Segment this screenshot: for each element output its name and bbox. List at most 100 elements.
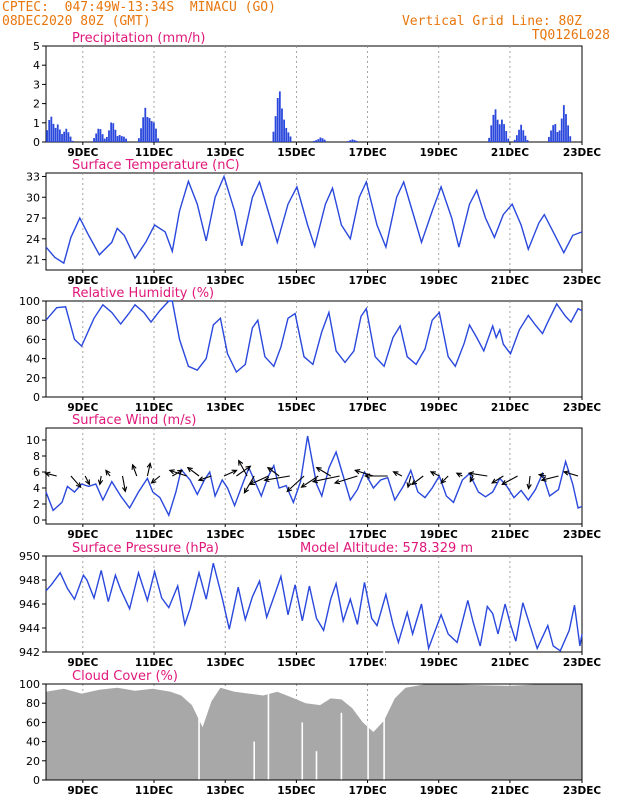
wind-arrow-head — [353, 469, 361, 475]
precip-bar — [105, 136, 108, 142]
precip-bar — [550, 130, 552, 142]
precip-bar — [524, 135, 527, 142]
x-tick-label: 15DEC — [277, 785, 316, 797]
y-tick-label: 3 — [33, 78, 40, 91]
wind-arrow — [151, 475, 161, 484]
y-tick-label: 0 — [33, 391, 40, 404]
wind-arrow-head — [197, 476, 204, 482]
time-header: 08DEC2020 80Z (GMT) — [2, 14, 151, 29]
y-tick-label: 80 — [26, 697, 40, 710]
precip-bar — [118, 134, 121, 142]
wind-arrow-head — [526, 483, 532, 490]
x-tick-label: 15DEC — [277, 147, 316, 159]
wind-arrow-head — [75, 482, 82, 489]
precip-bar — [155, 128, 157, 142]
precip-bar — [148, 118, 151, 142]
x-tick-label: 13DEC — [206, 657, 245, 669]
y-tick-label: 20 — [26, 755, 40, 768]
precip-bar — [150, 121, 153, 142]
precip-bar — [48, 120, 51, 142]
precip-bar — [97, 128, 100, 142]
precip-bar — [56, 124, 59, 142]
wind-arrow-head — [105, 469, 111, 476]
series-line — [45, 563, 583, 652]
precip-bar — [317, 139, 320, 142]
x-tick-label: 9DEC — [67, 529, 98, 541]
y-tick-label: 10 — [26, 434, 40, 447]
precip-bar — [63, 131, 66, 142]
y-tick-label: 100 — [19, 678, 40, 691]
wind-arrow — [169, 469, 187, 477]
precip-bar — [276, 97, 279, 142]
precip-bar — [554, 124, 557, 142]
wind-arrow-head — [121, 486, 128, 493]
precip-bar — [565, 114, 567, 142]
y-tick-label: 6 — [33, 466, 40, 479]
x-tick-label: 11DEC — [135, 785, 174, 797]
precip-bar — [323, 139, 326, 142]
wind-arrow-head — [231, 469, 238, 475]
y-tick-label: 8 — [33, 450, 40, 463]
series-line — [45, 435, 583, 518]
station-header: CPTEC: 047:49W-13:34S MINACU (GO) — [2, 0, 276, 15]
x-tick-label: 23DEC — [563, 147, 602, 159]
wind-arrow — [301, 475, 319, 488]
cloud-gap — [383, 636, 385, 780]
precip-bar — [496, 119, 499, 142]
wind-arrow-head — [501, 479, 508, 485]
precip-bar — [272, 131, 275, 142]
wind-arrow — [243, 475, 255, 494]
wind-arrow-head — [440, 478, 447, 484]
x-tick-label: 19DEC — [420, 275, 459, 287]
x-tick-label: 13DEC — [206, 529, 245, 541]
precip-bar — [137, 138, 140, 142]
cloud-gap — [315, 751, 318, 780]
precip-bar — [351, 139, 354, 142]
precip-bar — [95, 133, 98, 142]
cloud-gap — [198, 703, 200, 780]
wind-arrow — [84, 475, 90, 485]
precip-bar — [319, 137, 322, 142]
y-tick-label: 0 — [33, 514, 40, 527]
y-tick-label: 942 — [19, 646, 40, 659]
x-tick-label: 13DEC — [206, 402, 245, 414]
wind-arrow — [312, 475, 340, 483]
y-tick-label: 948 — [19, 574, 40, 587]
x-tick-label: 13DEC — [206, 785, 245, 797]
y-tick-label: 24 — [26, 233, 40, 246]
cloud-area — [46, 684, 582, 780]
wind-arrow-head — [537, 472, 545, 479]
precip-bar — [287, 132, 290, 142]
wind-arrow — [411, 475, 424, 485]
panel-title: Surface Pressure (hPa) — [72, 541, 219, 556]
wind-arrow — [528, 475, 531, 489]
panel-title: Precipitation (mm/h) — [72, 31, 205, 46]
precip-bar — [562, 105, 565, 142]
wind-arrow — [267, 467, 280, 477]
precip-bar — [556, 132, 559, 142]
precip-bar — [515, 135, 518, 142]
wind-arrow — [198, 475, 212, 481]
precip-bar — [112, 123, 115, 142]
x-tick-label: 21DEC — [491, 657, 530, 669]
series-line — [45, 300, 583, 374]
precip-bar — [108, 130, 110, 142]
wind-arrow — [132, 464, 138, 477]
y-tick-label: 950 — [19, 550, 40, 563]
wind-arrow — [355, 469, 374, 477]
wind-arrow-head — [491, 478, 498, 484]
precip-bar — [520, 124, 523, 142]
wind-arrow — [223, 469, 237, 477]
wind-arrow — [250, 475, 269, 485]
x-tick-label: 13DEC — [206, 275, 245, 287]
wind-arrow-head — [177, 469, 184, 475]
y-tick-label: 1 — [33, 117, 40, 130]
wind-arrow-head — [300, 482, 307, 488]
x-tick-label: 21DEC — [491, 402, 530, 414]
wind-arrow-head — [406, 482, 412, 489]
precip-bar — [347, 141, 350, 142]
precip-bar — [110, 122, 113, 142]
wind-arrow-head — [168, 469, 175, 475]
precip-bar — [490, 125, 493, 142]
precip-bar — [513, 139, 516, 142]
